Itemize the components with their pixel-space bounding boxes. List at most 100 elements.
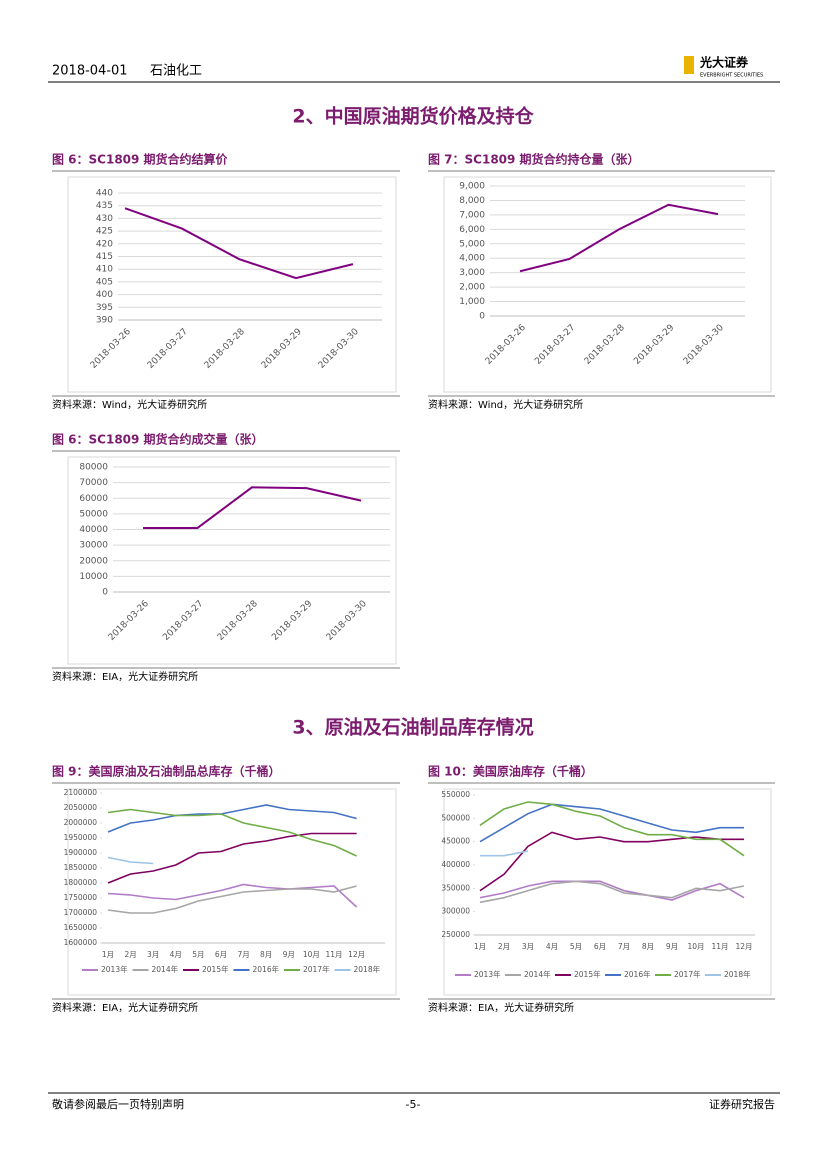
y-tick-label: 50000 [79,509,108,519]
legend-label: 2015年 [202,964,229,974]
y-tick-label: 400 [96,290,113,300]
y-tick-label: 250000 [441,930,470,939]
series-line [479,803,744,843]
y-tick-label: 1950000 [64,833,98,842]
legend-label: 2018年 [724,969,751,979]
series-line [479,831,744,892]
chart-frame [443,176,772,393]
y-tick-label: 415 [96,252,113,262]
figure-caption: 图 7：SC1809 期货合约持仓量（张） [428,152,640,167]
figure-caption: 图 10：美国原油库存（千桶） [428,764,593,779]
figure-source: 资料来源：EIA，光大证券研究所 [52,1001,198,1014]
x-tick-label: 12月 [348,950,365,959]
x-tick-label: 8月 [260,950,272,959]
y-tick-label: 420 [96,239,113,249]
x-tick-label: 12月 [735,942,752,951]
y-tick-label: 1700000 [64,908,98,917]
logo-cn: 光大证券 [699,55,749,70]
x-tick-label: 6月 [215,950,227,959]
chart-frame [67,788,397,996]
header-date: 2018-04-01 [52,64,128,79]
y-tick-label: 1750000 [64,893,98,902]
series-line [143,486,362,529]
footer-left: 敬请参阅最后一页特别声明 [52,1097,184,1111]
y-tick-label: 3,000 [459,268,485,278]
chart-frame [443,788,772,996]
section-title: 3、原油及石油制品库存情况 [292,716,533,739]
series-line [480,850,529,857]
x-tick-label: 2018-03-27 [533,323,577,367]
logo-icon [684,56,694,74]
y-tick-label: 2100000 [64,788,98,797]
chart-frame [67,176,397,393]
y-tick-label: 30000 [79,541,108,551]
header-industry: 石油化工 [150,64,202,79]
x-tick-label: 2018-03-26 [107,599,151,643]
y-tick-label: 5,000 [459,239,485,249]
y-tick-label: 0 [102,588,108,598]
logo-en: EVERBRIGHT SECURITIES [700,73,763,79]
y-tick-label: 425 [96,227,113,237]
series-line [479,880,745,904]
series-line [107,883,358,908]
x-tick-label: 5月 [192,950,204,959]
y-tick-label: 435 [96,201,113,211]
footer-right: 证券研究报告 [709,1097,775,1111]
y-tick-label: 500000 [441,813,470,822]
x-tick-label: 2月 [124,950,136,959]
y-tick-label: 70000 [79,478,108,488]
y-tick-label: 0 [479,312,485,322]
y-tick-label: 1800000 [64,878,98,887]
series-line [107,856,154,865]
x-tick-label: 1月 [102,950,114,959]
y-tick-label: 8,000 [459,196,485,206]
y-tick-label: 405 [96,277,113,287]
legend-label: 2014年 [524,969,551,979]
chart-frame [67,456,397,665]
legend-label: 2016年 [624,969,651,979]
series-line [519,203,719,273]
x-tick-label: 4月 [546,942,558,951]
x-tick-label: 2018-03-28 [216,599,260,643]
footer-page: -5- [406,1098,421,1111]
x-tick-label: 2018-03-30 [682,323,726,367]
x-tick-label: 2018-03-29 [270,599,314,643]
series-line [107,832,357,884]
series-line [107,804,357,833]
figure-source: 资料来源：Wind，光大证券研究所 [52,398,207,411]
x-tick-label: 2018-03-29 [260,327,304,371]
figure-source: 资料来源：Wind，光大证券研究所 [428,398,583,411]
x-tick-label: 7月 [618,942,630,951]
x-tick-label: 4月 [170,950,182,959]
y-tick-label: 6,000 [459,225,485,235]
x-tick-label: 9月 [666,942,678,951]
y-tick-label: 2050000 [64,803,98,812]
x-tick-label: 1月 [474,942,486,951]
y-tick-label: 440 [96,189,113,199]
legend-label: 2015年 [574,969,601,979]
x-tick-label: 2018-03-30 [325,599,369,643]
y-tick-label: 1650000 [64,923,98,932]
x-tick-label: 7月 [237,950,249,959]
y-tick-label: 7,000 [459,210,485,220]
x-tick-label: 2018-03-30 [317,327,361,371]
figure-caption: 图 9：美国原油及石油制品总库存（千桶） [52,764,281,779]
series-line [124,207,354,280]
legend-label: 2013年 [101,964,128,974]
y-tick-label: 2000000 [64,818,98,827]
series-line [479,801,745,857]
x-tick-label: 10月 [303,950,320,959]
x-tick-label: 2月 [498,942,510,951]
legend-label: 2017年 [303,964,330,974]
x-tick-label: 11月 [325,950,342,959]
y-tick-label: 1900000 [64,848,98,857]
x-tick-label: 2018-03-26 [484,323,528,367]
x-tick-label: 5月 [570,942,582,951]
y-tick-label: 1600000 [64,938,98,947]
legend-label: 2013年 [474,969,501,979]
series-line [107,808,357,857]
x-tick-label: 10月 [687,942,704,951]
x-tick-label: 2018-03-27 [161,599,205,643]
